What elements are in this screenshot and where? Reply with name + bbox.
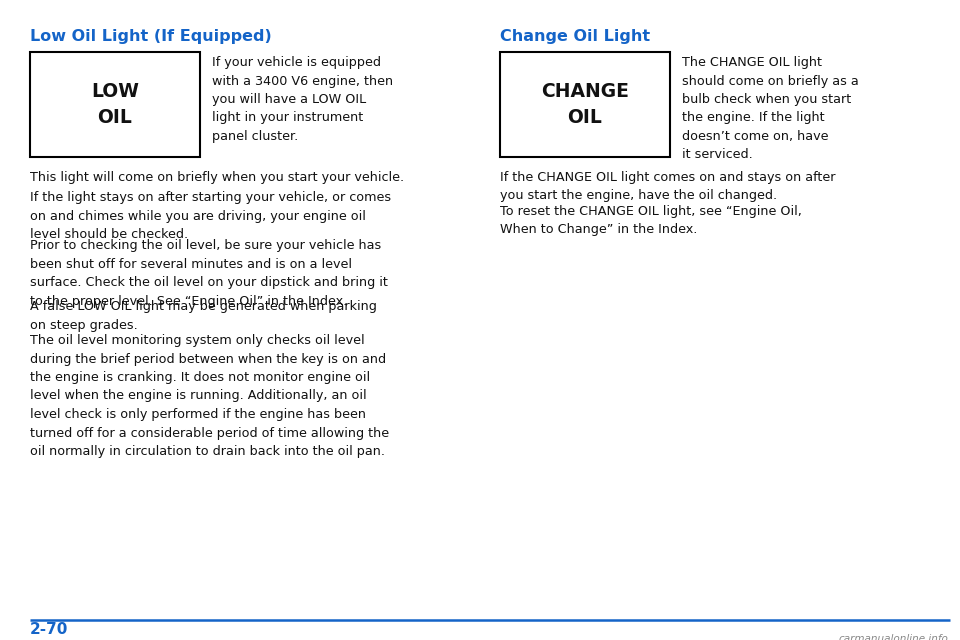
Text: If your vehicle is equipped
with a 3400 V6 engine, then
you will have a LOW OIL
: If your vehicle is equipped with a 3400 …: [212, 56, 394, 143]
Text: A false LOW OIL light may be generated when parking
on steep grades.: A false LOW OIL light may be generated w…: [30, 300, 377, 332]
Text: LOW
OIL: LOW OIL: [91, 82, 139, 127]
Text: To reset the CHANGE OIL light, see “Engine Oil,
When to Change” in the Index.: To reset the CHANGE OIL light, see “Engi…: [500, 205, 802, 237]
Text: carmanualonline.info: carmanualonline.info: [838, 634, 948, 640]
Text: If the CHANGE OIL light comes on and stays on after
you start the engine, have t: If the CHANGE OIL light comes on and sta…: [500, 171, 835, 202]
Text: This light will come on briefly when you start your vehicle.: This light will come on briefly when you…: [30, 171, 404, 184]
Text: Low Oil Light (If Equipped): Low Oil Light (If Equipped): [30, 29, 272, 44]
Text: Change Oil Light: Change Oil Light: [500, 29, 650, 44]
Text: Prior to checking the oil level, be sure your vehicle has
been shut off for seve: Prior to checking the oil level, be sure…: [30, 239, 388, 307]
Text: 2-70: 2-70: [30, 622, 68, 637]
Text: The oil level monitoring system only checks oil level
during the brief period be: The oil level monitoring system only che…: [30, 334, 389, 458]
Bar: [500, 52, 670, 157]
Text: CHANGE
OIL: CHANGE OIL: [541, 82, 629, 127]
Text: The CHANGE OIL light
should come on briefly as a
bulb check when you start
the e: The CHANGE OIL light should come on brie…: [682, 56, 859, 161]
Text: If the light stays on after starting your vehicle, or comes
on and chimes while : If the light stays on after starting you…: [30, 191, 391, 241]
Bar: [30, 52, 200, 157]
